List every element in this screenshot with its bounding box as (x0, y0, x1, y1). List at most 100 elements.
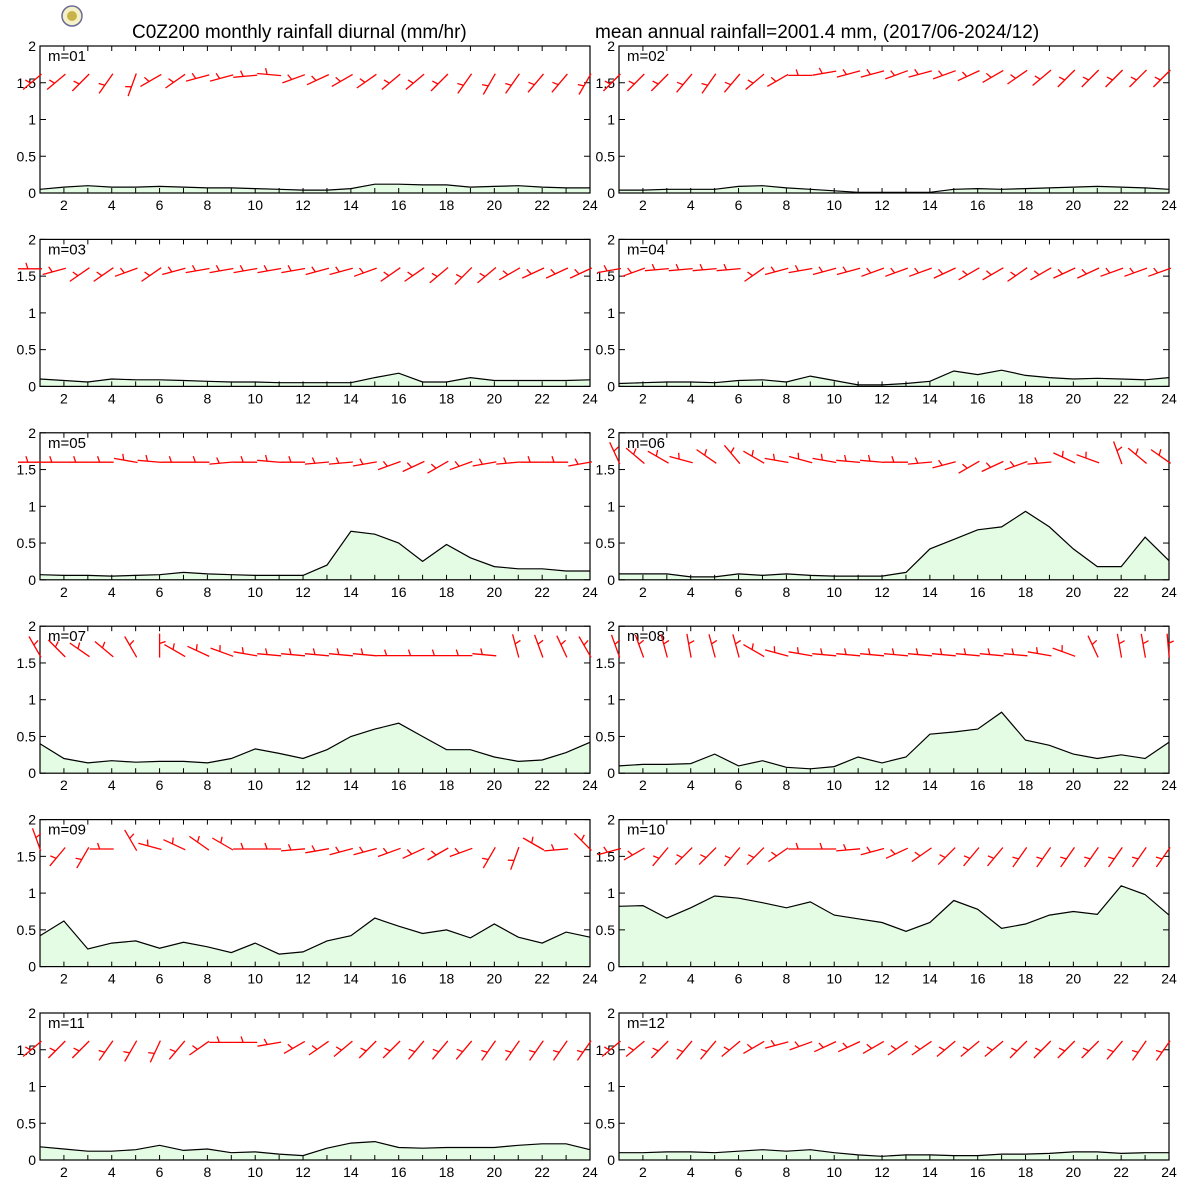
x-tick-label: 20 (1066, 971, 1082, 987)
wind-barb (836, 648, 861, 657)
wind-barb (158, 633, 166, 658)
x-tick-label: 24 (582, 390, 598, 406)
x-tick-label: 4 (687, 971, 695, 987)
wind-barb-shaft (305, 848, 330, 854)
wind-barb-feather (264, 68, 268, 75)
wind-barb-feather (514, 639, 521, 645)
wind-barb (449, 847, 473, 858)
wind-barb-shaft (907, 653, 932, 657)
wind-barb-shaft (281, 848, 306, 852)
wind-barb-feather (1034, 457, 1038, 464)
wind-barb (353, 846, 377, 856)
wind-barb-shaft (168, 1040, 186, 1060)
wind-barb-shaft (210, 647, 234, 657)
wind-barb (380, 267, 401, 282)
wind-barb-shaft (668, 267, 693, 272)
wind-barb-feather (961, 71, 968, 77)
wind-barb-shaft (623, 847, 645, 861)
wind-barb-shaft (94, 641, 114, 658)
x-tick-label: 16 (391, 971, 407, 987)
y-tick-label: 1 (28, 692, 36, 708)
x-tick-label: 20 (1066, 584, 1082, 600)
wind-barb (686, 633, 695, 658)
wind-barb-feather (842, 1042, 848, 1048)
wind-barb (305, 266, 330, 276)
wind-barb (716, 263, 741, 272)
wind-barb-feather (603, 1046, 611, 1051)
wind-barb-shaft (1106, 1040, 1123, 1060)
wind-barb-feather (890, 1045, 897, 1050)
wind-barb-shaft (650, 1040, 669, 1059)
wind-barb-shaft (812, 267, 837, 276)
panel-m=09: 00.511.522 4 6 8 10 12 14 16 18 20 22 24m=09 (17, 812, 598, 987)
wind-barb (1003, 648, 1028, 657)
wind-barb-feather (1033, 270, 1040, 276)
wind-barb-feather (1036, 856, 1043, 860)
wind-barb-shaft (621, 267, 646, 277)
wind-barb-feather (638, 639, 645, 645)
wind-barb-shaft (522, 837, 545, 851)
wind-barb (883, 648, 908, 657)
wind-barb-feather (311, 266, 316, 273)
month-label: m=10 (627, 822, 665, 839)
x-tick-label: 2 (60, 390, 68, 406)
y-tick-label: 2 (28, 618, 36, 634)
wind-barb (98, 1040, 114, 1061)
wind-barb-feather (962, 1046, 969, 1051)
x-tick-label: 10 (826, 777, 842, 793)
wind-barb-shaft (185, 74, 210, 82)
wind-barb-shaft (1027, 461, 1052, 465)
wind-barb-feather (431, 649, 436, 656)
wind-barb (257, 454, 282, 464)
y-tick-label: 1.5 (17, 848, 37, 864)
wind-barb-feather (770, 266, 776, 273)
x-tick-label: 4 (108, 971, 116, 987)
wind-barb (533, 634, 544, 658)
wind-barb-shaft (982, 69, 1004, 83)
wind-barb (1053, 267, 1076, 279)
rainfall-line (619, 510, 1170, 578)
x-tick-label: 18 (439, 971, 455, 987)
wind-barb-shaft (885, 267, 909, 277)
wind-barb-feather (747, 79, 754, 84)
x-tick-label: 24 (1161, 971, 1177, 987)
x-tick-label: 8 (782, 390, 790, 406)
wind-barb-feather (938, 1046, 945, 1051)
x-tick-label: 16 (391, 197, 407, 213)
wind-barb-shaft (113, 457, 138, 464)
chart-title-right: mean annual rainfall=2001.4 mm, (2017/06… (595, 22, 1039, 43)
wind-barb (551, 73, 568, 93)
wind-barb-shaft (764, 457, 789, 464)
wind-barb (837, 1041, 861, 1053)
wind-barb-feather (49, 1047, 56, 1052)
wind-barb (862, 1040, 885, 1054)
wind-barb (860, 846, 885, 856)
wind-barb-feather (502, 270, 509, 276)
wind-barb-feather (48, 266, 53, 273)
wind-barb-feather (119, 267, 125, 274)
x-tick-label: 12 (874, 971, 890, 987)
x-tick-label: 2 (60, 777, 68, 793)
wind-barb-shaft (209, 74, 234, 82)
wind-barb-shaft (76, 846, 90, 869)
month-label: m=03 (48, 241, 86, 258)
wind-barb (449, 460, 473, 471)
wind-barb-feather (96, 271, 103, 277)
wind-barb-shaft (696, 449, 717, 464)
wind-barb-shaft (429, 267, 449, 284)
wind-barb (1155, 847, 1171, 868)
wind-barb-shaft (233, 74, 258, 78)
y-tick-label: 1 (607, 885, 615, 901)
wind-barb (507, 846, 520, 870)
wind-barb (768, 847, 789, 863)
wind-barb-feather (455, 273, 463, 278)
wind-barb (329, 846, 353, 856)
wind-barb-shaft (352, 461, 377, 467)
x-tick-label: 16 (970, 197, 986, 213)
wind-barb-feather (195, 644, 198, 651)
wind-barb-shaft (610, 634, 621, 658)
wind-barb (908, 267, 932, 277)
wind-barb (696, 449, 717, 464)
wind-barb-feather (527, 455, 531, 463)
wind-barb (511, 634, 521, 658)
